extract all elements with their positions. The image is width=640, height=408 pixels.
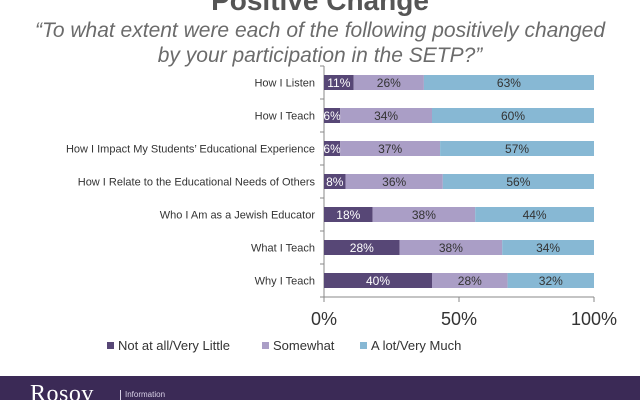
bar-segment: [440, 141, 594, 156]
data-label: 40%: [366, 274, 390, 288]
category-label: What I Teach: [251, 243, 315, 255]
data-label: 11%: [327, 76, 350, 90]
bar-segment: [324, 273, 432, 288]
data-label: 63%: [497, 76, 521, 90]
legend-label: A lot/Very Much: [371, 338, 461, 353]
data-label: 34%: [374, 109, 398, 123]
data-label: 44%: [523, 208, 547, 222]
data-label: 57%: [505, 142, 529, 156]
x-tick-label: 0%: [311, 309, 337, 329]
bar-segment: [324, 240, 400, 255]
data-label: 28%: [458, 274, 482, 288]
bar-segment: [475, 207, 594, 222]
category-label: How I Teach: [255, 111, 315, 123]
brand-logo: Rosov: [30, 381, 94, 407]
bar-segment: [324, 207, 373, 222]
chart-title: Positive Change: [211, 0, 429, 16]
bar-segment: [442, 174, 594, 189]
legend-swatch: [360, 342, 367, 349]
legend-swatch: [262, 342, 269, 349]
category-label: Who I Am as a Jewish Educator: [160, 210, 316, 222]
bar-segment: [324, 108, 341, 123]
data-label: 37%: [378, 142, 402, 156]
bar-segment: [372, 207, 476, 222]
data-label: 6%: [323, 109, 341, 123]
bar-segment: [340, 108, 432, 123]
legend-label: Not at all/Very Little: [118, 338, 230, 353]
bar-segment: [399, 240, 503, 255]
category-label: How I Relate to the Educational Needs of…: [78, 177, 316, 189]
bar-segment: [432, 108, 594, 123]
bar-segment: [340, 141, 441, 156]
data-label: 32%: [539, 274, 563, 288]
category-label: How I Impact My Students’ Educational Ex…: [66, 144, 315, 156]
data-label: 38%: [412, 208, 436, 222]
category-label: Why I Teach: [255, 276, 315, 288]
data-label: 28%: [350, 241, 374, 255]
data-label: 6%: [323, 142, 341, 156]
legend-label: Somewhat: [273, 338, 335, 353]
data-label: 60%: [501, 109, 525, 123]
data-label: 34%: [536, 241, 560, 255]
footer-bar: Rosov Information: [0, 376, 640, 407]
data-label: 8%: [326, 175, 344, 189]
bar-segment: [423, 75, 594, 90]
bar-segment: [324, 75, 354, 90]
data-label: 18%: [336, 208, 360, 222]
stacked-bar-chart: How I Listen 11% 26% 63% How I Teach 6% 34% 60%…: [66, 65, 617, 353]
category-label: How I Listen: [254, 78, 315, 90]
brand-tagline: Information: [120, 390, 165, 400]
data-label: 26%: [377, 76, 401, 90]
data-label: 38%: [439, 241, 463, 255]
bar-segment: [502, 240, 594, 255]
bar-segment: [324, 141, 341, 156]
bar-segment: [507, 273, 594, 288]
chart-subtitle: “To what extent were each of the followi…: [34, 19, 606, 67]
data-label: 36%: [382, 175, 406, 189]
bar-segment: [353, 75, 424, 90]
bar-segment: [324, 174, 346, 189]
x-tick-label: 100%: [571, 309, 617, 329]
data-label: 56%: [506, 175, 530, 189]
legend-swatch: [107, 342, 114, 349]
bar-segment: [345, 174, 443, 189]
bar-segment: [432, 273, 508, 288]
x-tick-label: 50%: [441, 309, 477, 329]
